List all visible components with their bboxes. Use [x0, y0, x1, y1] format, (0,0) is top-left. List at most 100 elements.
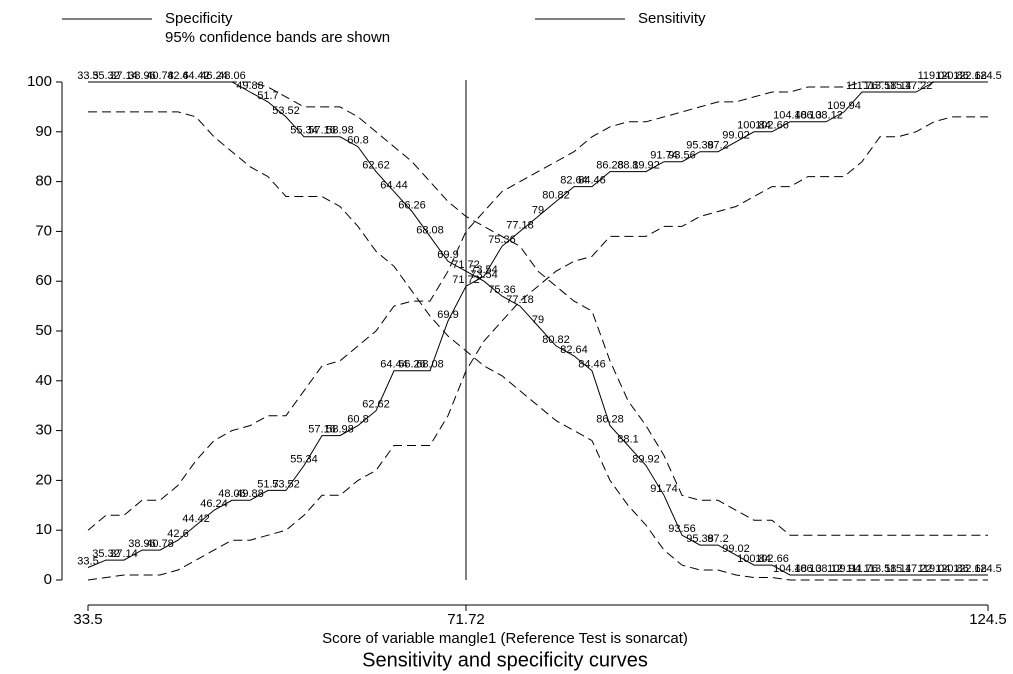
point-label: 119.04 — [918, 70, 951, 82]
y-tick-label: 100 — [27, 73, 52, 90]
point-label: 89.92 — [632, 453, 660, 465]
point-label: 38.96 — [128, 70, 156, 82]
point-label: 49.88 — [236, 80, 264, 92]
point-label: 64.44 — [380, 179, 408, 191]
point-label: 109.94 — [827, 100, 861, 112]
point-label: 102.66 — [755, 553, 789, 565]
point-label: 124.5 — [974, 563, 1002, 575]
point-label: 57.16 — [308, 125, 336, 137]
point-label: 120.86 — [935, 70, 969, 82]
point-label: 68.08 — [416, 359, 444, 371]
point-label: 113.58 — [864, 80, 897, 92]
point-label: 62.62 — [362, 399, 390, 411]
point-label: 93.56 — [668, 150, 696, 162]
point-label: 102.66 — [755, 120, 789, 132]
point-label: 79 — [532, 314, 544, 326]
point-label: 106.3 — [794, 563, 822, 575]
point-label: 119.04 — [918, 563, 951, 575]
y-tick-label: 70 — [35, 222, 52, 239]
point-label: 113.58 — [864, 563, 897, 575]
x-tick-label: 124.5 — [969, 611, 1007, 628]
point-label: 91.74 — [650, 483, 678, 495]
y-tick-label: 60 — [35, 272, 52, 289]
point-label: 44.42 — [182, 513, 210, 525]
point-label: 40.78 — [146, 70, 174, 82]
y-tick-label: 10 — [35, 521, 52, 538]
legend-label: Sensitivity — [638, 10, 706, 27]
point-label: 77.18 — [506, 294, 534, 306]
point-label: 97.2 — [707, 140, 728, 152]
point-label: 35.32 — [92, 548, 120, 560]
point-label: 51.7 — [257, 90, 278, 102]
point-label: 88.1 — [617, 433, 638, 445]
point-label: 104.48 — [773, 110, 807, 122]
point-label: 53.52 — [272, 105, 300, 117]
point-label: 95.38 — [686, 533, 714, 545]
point-label: 89.92 — [632, 160, 660, 172]
point-label: 48.06 — [218, 488, 246, 500]
point-label: 80.82 — [542, 334, 570, 346]
y-tick-label: 80 — [35, 173, 52, 190]
point-label: 100.84 — [737, 120, 771, 132]
point-label: 69.9 — [437, 309, 458, 321]
y-tick-label: 50 — [35, 322, 52, 339]
point-label: 95.38 — [686, 140, 714, 152]
point-label: 46.24 — [200, 70, 228, 82]
point-label: 71.72 — [452, 274, 480, 286]
point-label: 33.5 — [77, 555, 98, 567]
point-label: 71.72 — [452, 259, 480, 271]
point-label: 84.46 — [578, 359, 606, 371]
point-label: 46.24 — [200, 498, 228, 510]
curve — [88, 81, 988, 576]
y-tick-label: 90 — [35, 123, 52, 140]
point-label: 40.78 — [146, 538, 174, 550]
legend-note: 95% confidence bands are shown — [165, 29, 390, 46]
point-label: 33.5 — [77, 70, 98, 82]
point-label: 60.8 — [347, 414, 368, 426]
point-label: 68.08 — [416, 224, 444, 236]
point-label: 86.28 — [596, 414, 624, 426]
point-label: 117.22 — [900, 80, 933, 92]
point-label: 75.36 — [488, 234, 516, 246]
point-label: 100.84 — [737, 553, 771, 565]
point-label: 79 — [532, 204, 544, 216]
point-label: 69.9 — [437, 249, 458, 261]
point-label: 66.26 — [398, 199, 426, 211]
point-label: 99.02 — [722, 543, 750, 555]
point-label: 93.56 — [668, 523, 696, 535]
point-label: 97.2 — [707, 533, 728, 545]
point-label: 122.68 — [953, 563, 987, 575]
point-label: 104.48 — [773, 563, 807, 575]
point-label: 80.82 — [542, 189, 570, 201]
point-label: 58.98 — [326, 423, 354, 435]
point-label: 35.32 — [92, 70, 120, 82]
point-label: 42.6 — [167, 528, 188, 540]
point-label: 49.88 — [236, 488, 264, 500]
point-label: 51.7 — [257, 478, 278, 490]
point-label: 53.52 — [272, 478, 300, 490]
legend-label: Specificity — [165, 10, 233, 27]
point-label: 124.5 — [974, 70, 1002, 82]
confidence-band — [87, 116, 988, 581]
point-label: 58.98 — [326, 125, 354, 137]
point-label: 73.54 — [470, 269, 498, 281]
point-label: 57.16 — [308, 423, 336, 435]
point-label: 115.4 — [885, 563, 912, 575]
confidence-band — [88, 81, 988, 536]
point-label: 111.76 — [846, 80, 878, 92]
point-label: 111.76 — [846, 563, 878, 575]
point-label: 73.54 — [470, 264, 498, 276]
point-label: 82.64 — [560, 174, 588, 186]
point-label: 91.74 — [650, 150, 678, 162]
curve — [87, 81, 988, 568]
x-axis-label: Score of variable mangle1 (Reference Tes… — [322, 630, 688, 647]
point-label: 48.06 — [218, 70, 246, 82]
point-label: 37.14 — [110, 548, 138, 560]
chart-title: Sensitivity and specificity curves — [362, 649, 648, 671]
x-tick-label: 33.5 — [73, 611, 102, 628]
y-tick-label: 40 — [35, 372, 52, 389]
point-label: 60.8 — [347, 135, 368, 147]
point-label: 55.34 — [290, 125, 318, 137]
